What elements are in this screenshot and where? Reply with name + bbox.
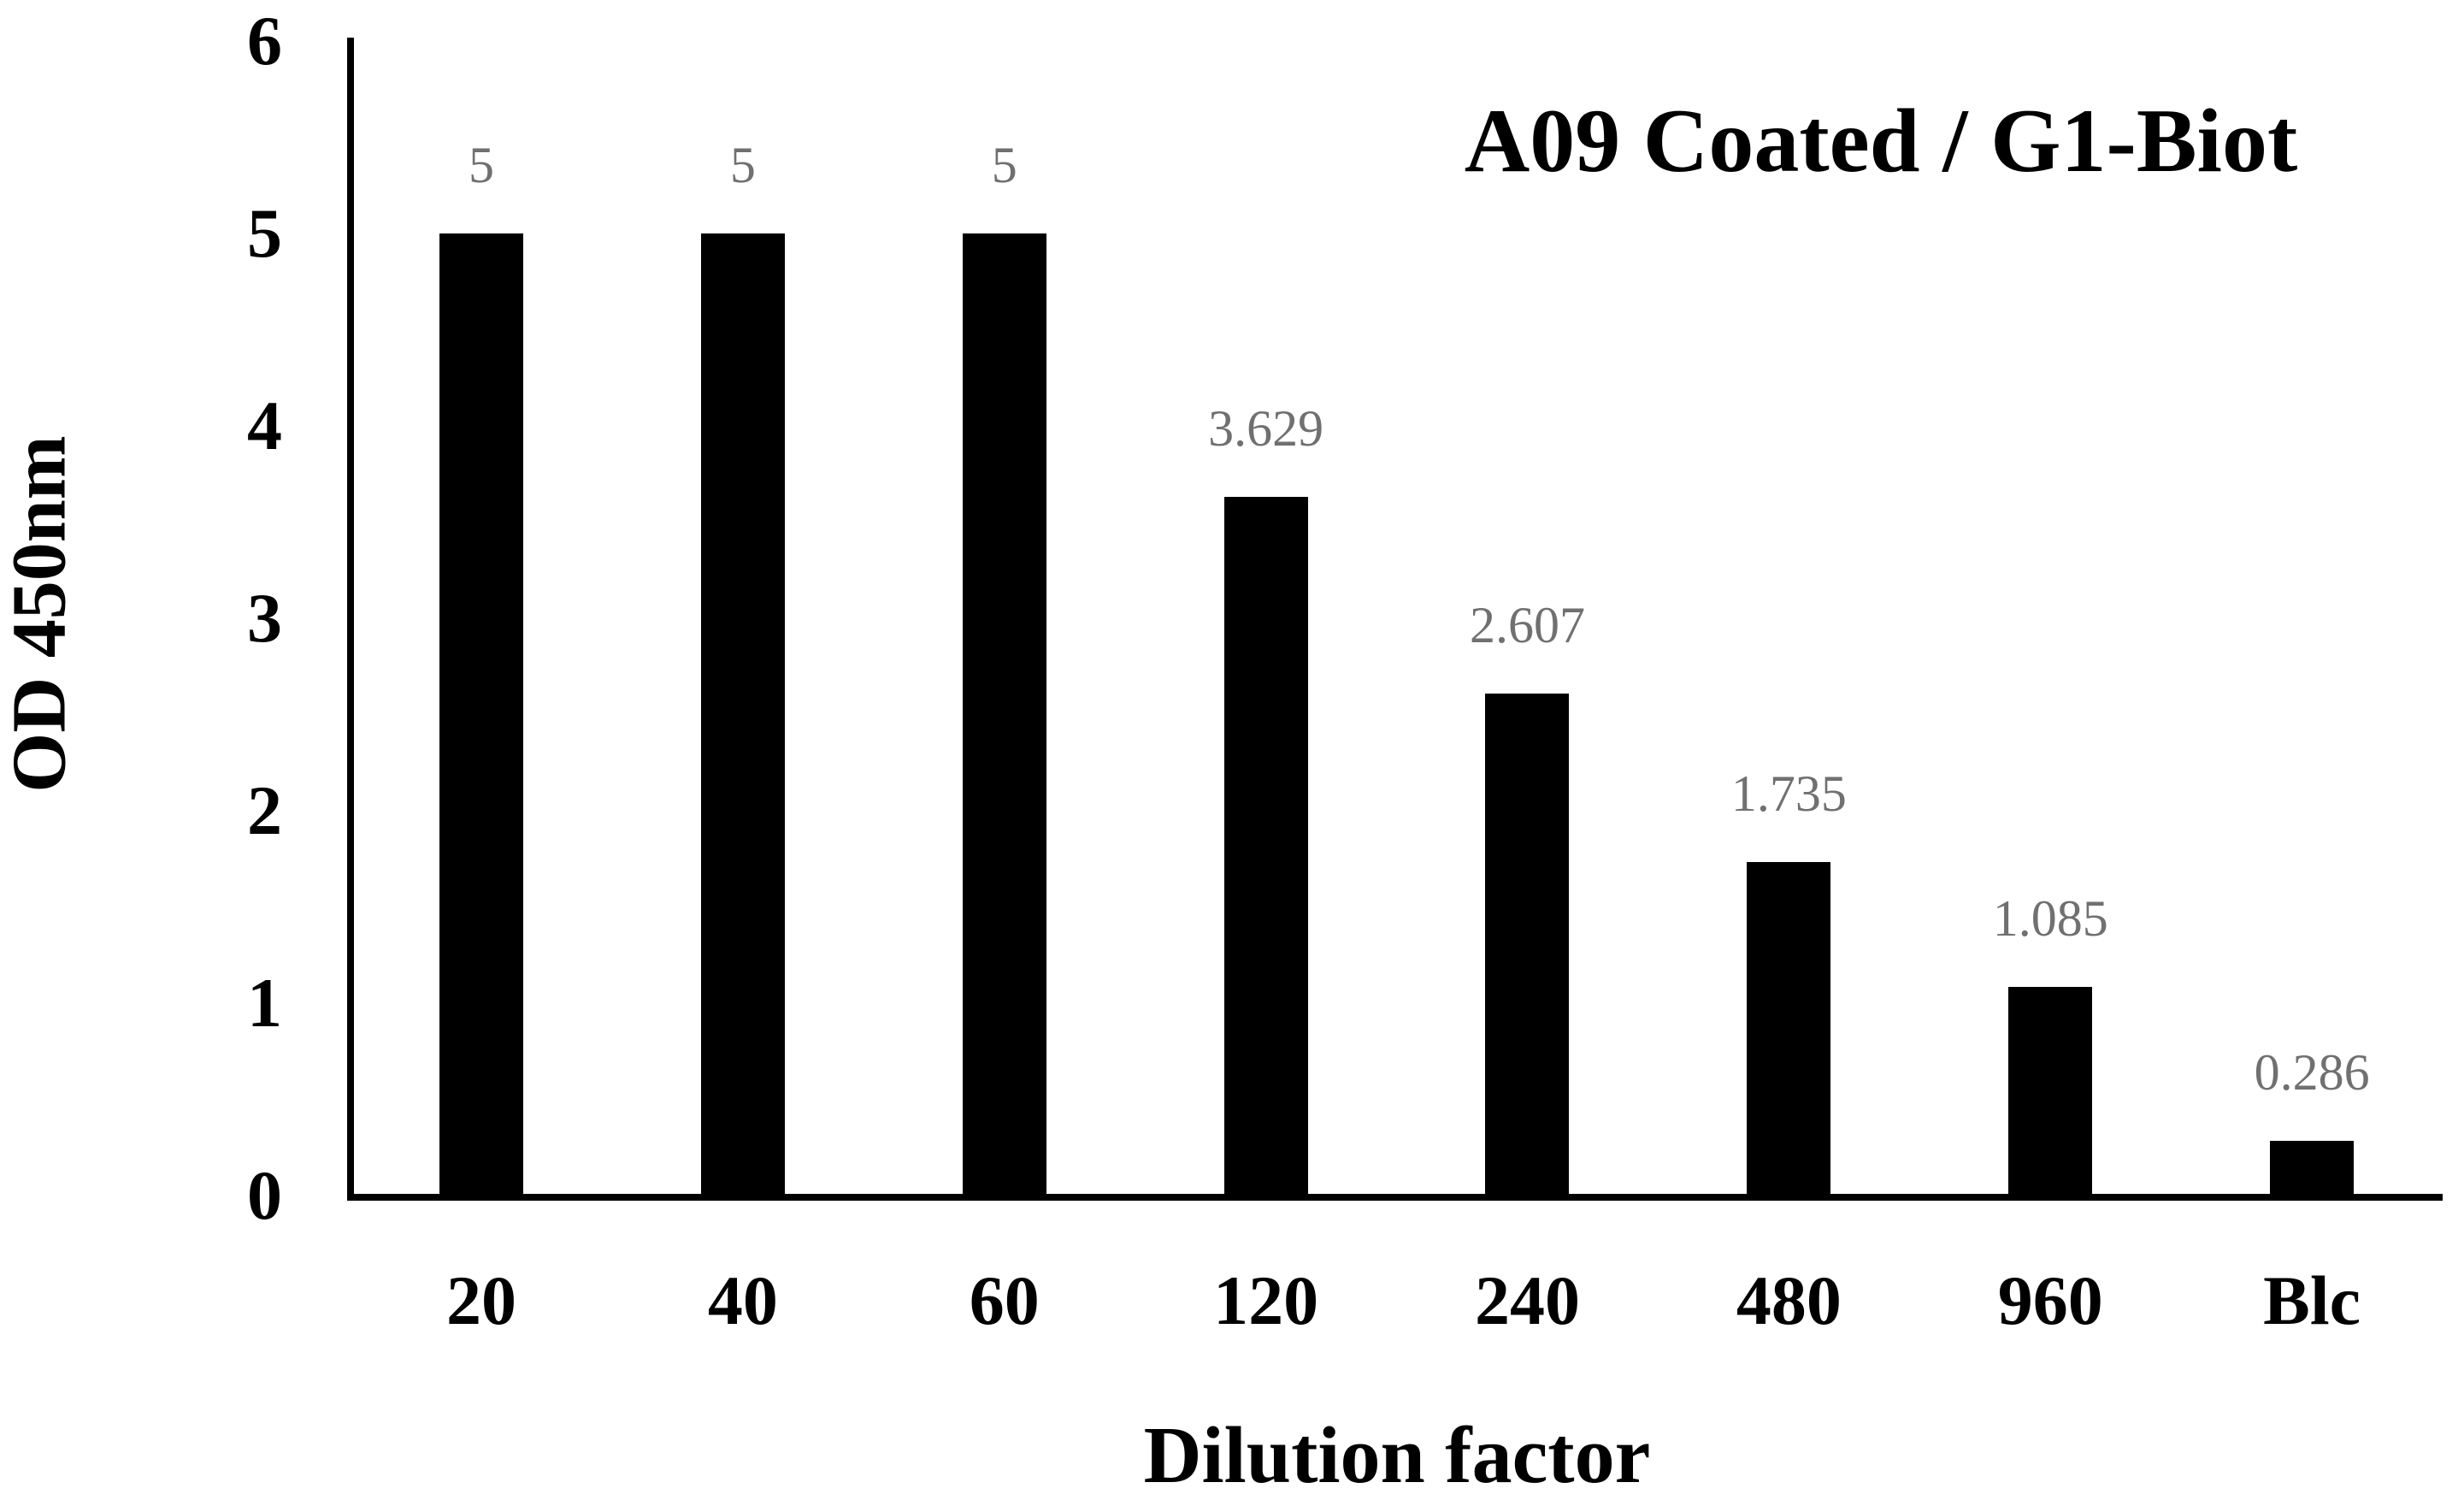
x-tick-label: 20 bbox=[445, 1261, 516, 1339]
bar bbox=[2008, 986, 2093, 1201]
chart-title: A09 Coated / G1-Biot bbox=[1464, 91, 2298, 191]
x-tick-label: 40 bbox=[707, 1261, 778, 1339]
y-tick-label: 2 bbox=[247, 771, 282, 849]
y-axis-line bbox=[347, 38, 354, 1201]
bar-value-label: 5 bbox=[468, 137, 494, 193]
bar-value-label: 2.607 bbox=[1469, 597, 1585, 654]
bar bbox=[1485, 694, 1570, 1201]
x-tick-label: 960 bbox=[1997, 1261, 2103, 1339]
x-tick-label: 120 bbox=[1213, 1261, 1319, 1339]
y-tick-label: 3 bbox=[247, 579, 282, 657]
bar bbox=[700, 233, 785, 1201]
y-tick-label: 4 bbox=[247, 387, 282, 464]
x-axis-line bbox=[347, 1194, 2443, 1201]
y-tick-label: 1 bbox=[247, 964, 282, 1042]
y-tick-label: 5 bbox=[247, 194, 282, 272]
bar-value-label: 5 bbox=[991, 137, 1017, 193]
bar-value-label: 3.629 bbox=[1208, 400, 1324, 458]
bar bbox=[962, 233, 1046, 1201]
bar bbox=[2270, 1140, 2355, 1201]
bar bbox=[1223, 497, 1308, 1201]
y-tick-label: 6 bbox=[247, 2, 282, 80]
y-tick-label: 0 bbox=[247, 1156, 282, 1234]
x-tick-label: Blc bbox=[2263, 1261, 2361, 1339]
x-tick-label: 240 bbox=[1474, 1261, 1580, 1339]
x-axis-label: Dilution factor bbox=[1143, 1411, 1651, 1500]
bar-value-label: 0.286 bbox=[2254, 1043, 2370, 1101]
bar-value-label: 5 bbox=[729, 137, 756, 193]
bar-value-label: 1.085 bbox=[1992, 889, 2108, 947]
x-tick-label: 480 bbox=[1736, 1261, 1842, 1339]
x-tick-label: 60 bbox=[969, 1261, 1040, 1339]
bar bbox=[439, 233, 523, 1201]
bar-value-label: 1.735 bbox=[1730, 765, 1847, 822]
bar bbox=[1747, 861, 1831, 1201]
